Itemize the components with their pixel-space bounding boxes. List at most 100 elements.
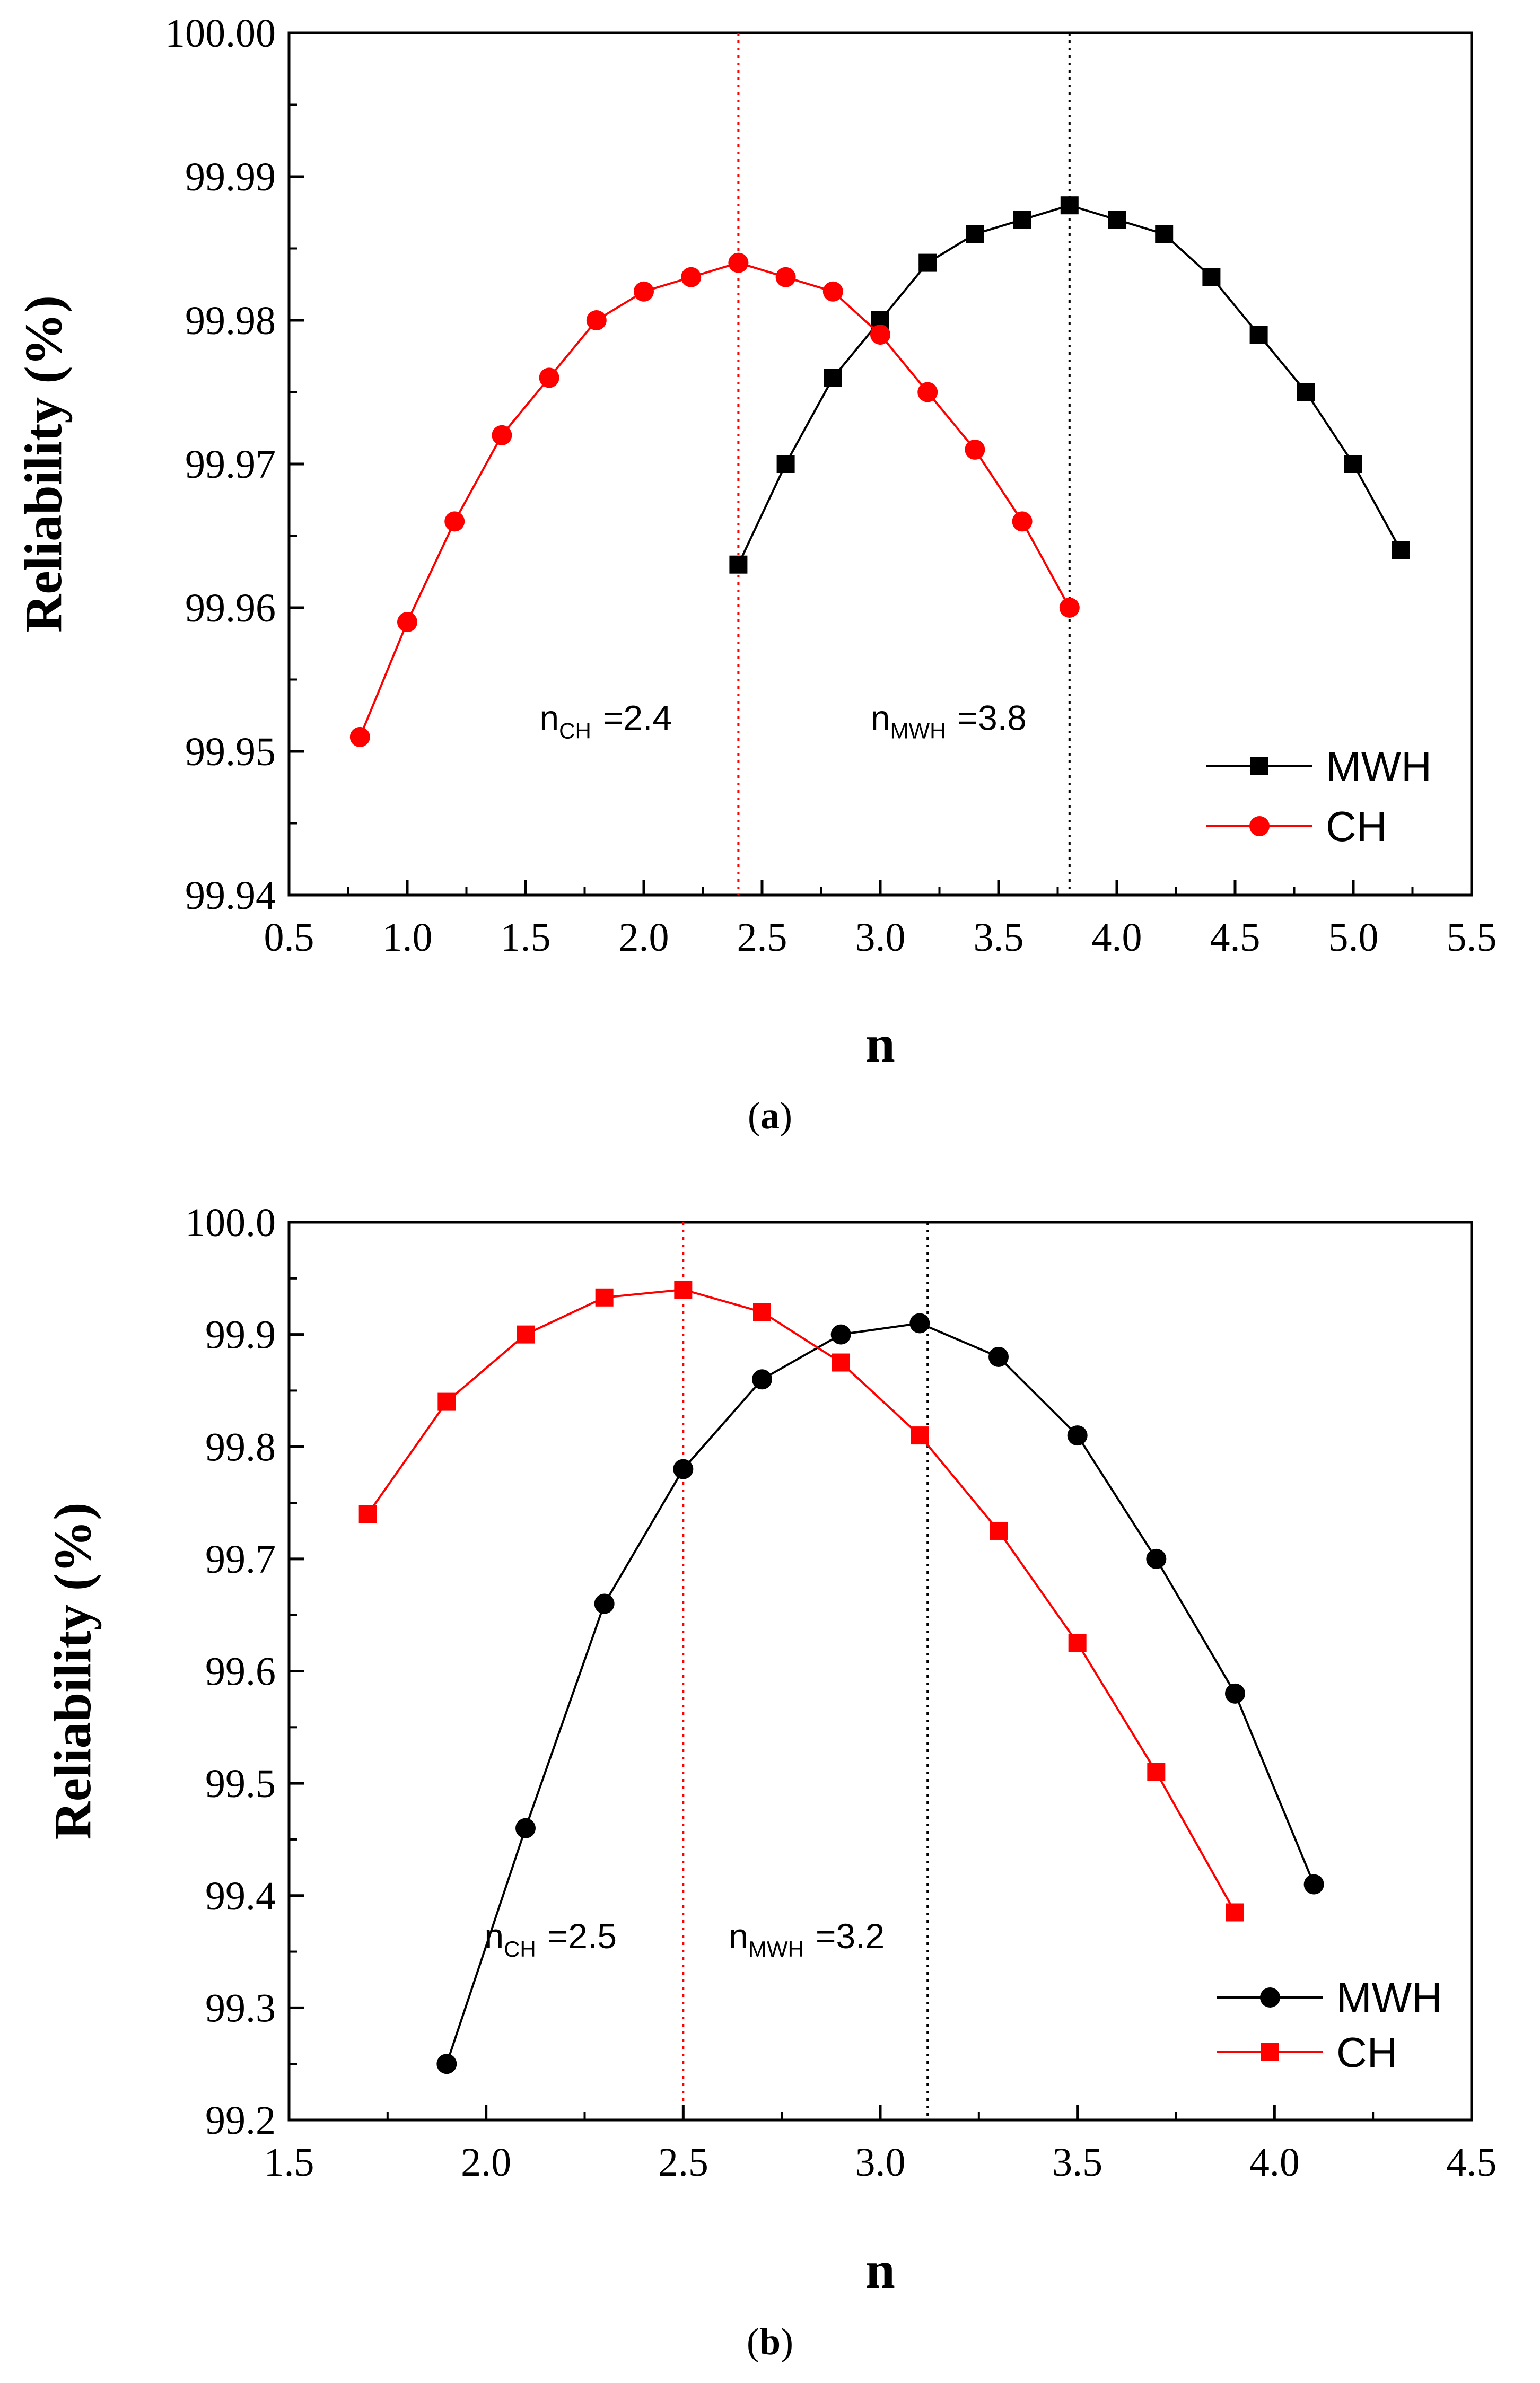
series-ch <box>358 1280 1244 1922</box>
data-point <box>966 225 984 243</box>
series-mwh <box>729 196 1410 574</box>
x-tick-label: 2.5 <box>737 915 788 960</box>
annotation-main: n <box>539 698 559 737</box>
x-tick-label: 3.5 <box>1052 2140 1102 2185</box>
data-point <box>349 726 370 747</box>
data-point <box>1060 196 1079 215</box>
data-point <box>990 1521 1008 1540</box>
annotation-subscript: CH <box>504 1937 536 1961</box>
data-point <box>634 281 654 302</box>
x-tick-label: 2.0 <box>619 915 669 960</box>
data-point <box>753 1303 771 1321</box>
series-line <box>367 1288 1236 1913</box>
legend: MWH CH <box>1206 743 1432 850</box>
data-point <box>492 425 512 445</box>
y-tick-label: 99.94 <box>185 873 276 918</box>
legend-marker <box>1250 757 1268 775</box>
data-point <box>1012 511 1032 532</box>
data-point <box>1068 1634 1087 1652</box>
panel-letter: a <box>760 1094 780 1137</box>
x-tick-label: 0.5 <box>264 915 314 960</box>
x-tick-label: 2.5 <box>658 2140 708 2185</box>
y-tick-label: 99.3 <box>205 1986 276 2030</box>
y-tick-label: 99.7 <box>205 1537 276 1582</box>
chart-panel-b: 1.5 2.0 2.5 3.0 3.5 4.0 4.5 99.2 99.3 99.4 99.5 99.… <box>43 1201 1497 2363</box>
x-tick-label: 4.0 <box>1249 2140 1300 2185</box>
x-tick-label: 4.5 <box>1210 915 1261 960</box>
annotation-value: =3.8 <box>957 698 1026 737</box>
x-tick-label: 3.5 <box>974 915 1024 960</box>
data-point <box>775 267 796 287</box>
x-tick-label: 1.5 <box>501 915 551 960</box>
annotation-value: =2.4 <box>603 698 672 737</box>
y-tick-label: 99.95 <box>185 730 276 774</box>
data-point <box>728 252 749 273</box>
data-point <box>1202 268 1221 286</box>
x-tick-label: 3.0 <box>855 915 906 960</box>
data-point <box>1059 598 1080 618</box>
data-point <box>1226 1903 1244 1922</box>
x-tick-label: 1.0 <box>382 915 433 960</box>
legend-marker <box>1249 816 1270 836</box>
x-tick-label: 5.5 <box>1447 915 1497 960</box>
x-tick-label: 1.5 <box>264 2140 314 2185</box>
y-axis-title: Reliability (%) <box>14 295 73 633</box>
y-tick-label: 99.96 <box>185 586 276 630</box>
panel-letter: b <box>759 2320 781 2363</box>
annotation-subscript: MWH <box>890 718 946 743</box>
legend-label: MWH <box>1326 743 1432 790</box>
annotation-main: n <box>729 1916 748 1956</box>
data-point <box>594 1593 615 1614</box>
annotation-0: nCH =2.4 <box>539 698 672 743</box>
data-point <box>517 1325 535 1344</box>
data-point <box>1297 383 1315 401</box>
plot-frame <box>287 1221 1473 2122</box>
series-line <box>445 1322 1315 2064</box>
data-point <box>539 367 559 388</box>
x-tick-label: 4.0 <box>1092 915 1142 960</box>
data-point <box>674 1280 693 1299</box>
series-line <box>358 261 1071 738</box>
annotation-1: nMWH =3.2 <box>729 1916 885 1961</box>
data-point <box>824 369 842 387</box>
panel-label: (b) <box>747 2320 793 2363</box>
data-point <box>358 1505 377 1523</box>
y-tick-label: 100.0 <box>185 1201 276 1245</box>
data-point <box>595 1288 614 1307</box>
series-mwh <box>436 1313 1324 2074</box>
data-point <box>444 511 465 532</box>
data-point <box>870 325 890 345</box>
x-tick-label: 5.0 <box>1328 915 1379 960</box>
data-point <box>1147 1763 1166 1781</box>
x-tick-label: 3.0 <box>855 2140 906 2185</box>
panel-label: (a) <box>748 1094 792 1137</box>
y-tick-label: 99.2 <box>205 2098 276 2143</box>
series-ch <box>349 252 1080 747</box>
y-tick-label: 99.97 <box>185 442 276 487</box>
data-point <box>917 382 938 402</box>
data-point <box>681 267 702 287</box>
data-point <box>436 2054 457 2074</box>
legend-marker <box>1261 2043 1279 2061</box>
data-point <box>911 1426 929 1445</box>
data-point <box>918 253 937 272</box>
data-point <box>1108 211 1126 229</box>
data-point <box>752 1369 772 1390</box>
data-point <box>832 1353 850 1372</box>
legend-label: MWH <box>1336 1974 1442 2021</box>
y-axis-title: Reliability (%) <box>43 1502 102 1839</box>
data-point <box>1303 1874 1324 1895</box>
data-point <box>988 1346 1009 1367</box>
annotation-1: nMWH =3.8 <box>871 698 1027 743</box>
data-point <box>397 612 417 633</box>
y-tick-label: 99.98 <box>185 299 276 343</box>
data-point <box>1344 455 1362 473</box>
annotation-main: n <box>871 698 890 737</box>
y-tick-label: 99.6 <box>205 1650 276 1694</box>
x-axis-title: n <box>865 2240 895 2299</box>
data-point <box>965 439 985 460</box>
data-point <box>909 1313 930 1334</box>
y-tick-label: 99.4 <box>205 1874 276 1918</box>
data-point <box>729 555 748 574</box>
data-point <box>1392 541 1410 559</box>
